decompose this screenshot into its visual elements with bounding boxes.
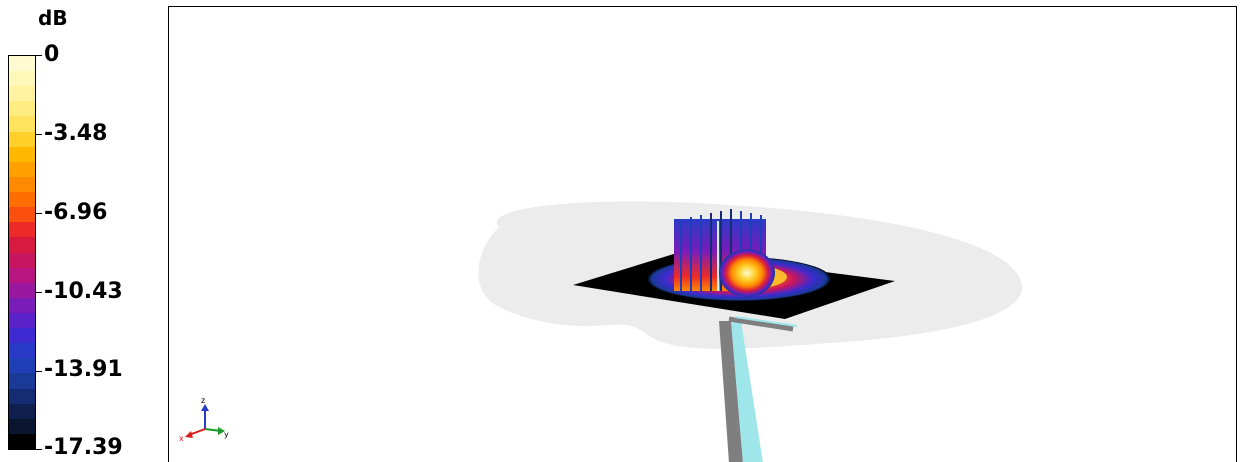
colorbar-segment	[9, 373, 35, 390]
colorbar-segment	[9, 101, 35, 117]
colorbar-segment	[9, 116, 35, 133]
colorbar-label-3: -10.43	[44, 279, 123, 304]
colorbar-segment	[9, 328, 35, 344]
colorbar-segment	[9, 418, 35, 435]
colorbar-tick	[36, 134, 42, 135]
feed-arm-highlight	[734, 316, 798, 327]
colorbar-segment	[9, 297, 35, 314]
z-axis-label: z	[201, 396, 205, 405]
x-axis-label: x	[179, 434, 184, 443]
colorbar-label-5: -17.39	[44, 435, 123, 460]
colorbar-segment	[9, 252, 35, 269]
colorbar-legend: dB 0 -3.48 -6.96 -10.43 -13.91 -17.39	[0, 0, 168, 462]
y-axis-arrow	[218, 427, 225, 435]
colorbar-segment	[9, 192, 35, 208]
field-plot-scene	[478, 201, 1023, 462]
colorbar-segment	[9, 86, 35, 102]
mast-highlight	[731, 321, 763, 462]
colorbar-segment	[9, 71, 35, 87]
field-hotspot	[719, 249, 775, 297]
colorbar-segment	[9, 146, 35, 163]
colorbar-segment	[9, 267, 35, 284]
colorbar-label-1: -3.48	[44, 121, 108, 146]
colorbar-segment	[9, 312, 35, 329]
colorbar-tick	[36, 371, 42, 372]
colorbar-tick	[36, 449, 42, 450]
mast	[719, 321, 743, 462]
colorbar-segment	[9, 56, 35, 72]
colorbar-tick	[36, 292, 42, 293]
colorbar-segment	[9, 433, 35, 450]
colorbar-segment	[9, 161, 35, 178]
colorbar-segment	[9, 358, 35, 374]
colorbar-segment	[9, 388, 35, 405]
colorbar-segment	[9, 207, 35, 223]
colorbar-unit: dB	[38, 6, 68, 30]
colorbar	[8, 55, 36, 450]
colorbar-segment	[9, 176, 35, 193]
colorbar-tick	[36, 55, 42, 56]
colorbar-segment	[9, 403, 35, 420]
colorbar-segment	[9, 131, 35, 148]
colorbar-segment	[9, 237, 35, 253]
axis-triad: z y x	[179, 396, 229, 443]
colorbar-segment	[9, 282, 35, 299]
3d-viewport[interactable]: z y x	[168, 6, 1237, 462]
colorbar-label-2: -6.96	[44, 200, 108, 225]
colorbar-label-0: 0	[44, 42, 60, 67]
z-axis-arrow	[201, 404, 209, 411]
feed-arm	[728, 316, 794, 332]
colorbar-segment	[9, 222, 35, 238]
y-axis-label: y	[224, 430, 229, 439]
colorbar-label-4: -13.91	[44, 357, 123, 382]
colorbar-tick	[36, 213, 42, 214]
x-axis-arrow	[185, 431, 193, 438]
colorbar-segment	[9, 343, 35, 359]
